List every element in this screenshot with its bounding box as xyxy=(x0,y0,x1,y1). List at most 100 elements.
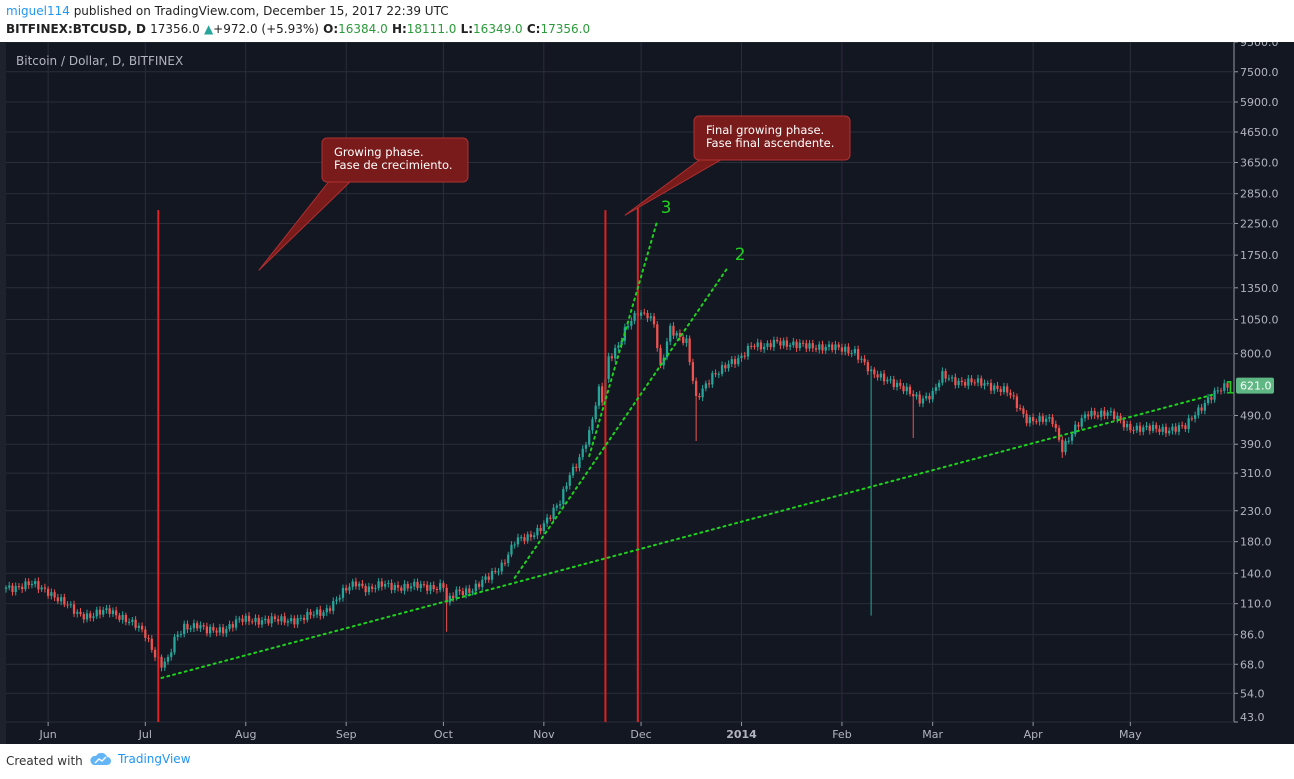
candle-body xyxy=(354,581,358,587)
candle-body xyxy=(244,615,247,622)
y-tick-label: 390.0 xyxy=(1240,438,1272,451)
candle-body xyxy=(332,600,335,611)
candle-body xyxy=(834,344,837,351)
candle-body xyxy=(853,349,857,354)
candle-body xyxy=(892,379,895,388)
candle-body xyxy=(678,333,682,338)
candle-body xyxy=(844,346,847,352)
candle-body xyxy=(691,362,695,381)
candle-body xyxy=(1090,410,1093,417)
candle-body xyxy=(1161,426,1164,432)
candle-body xyxy=(50,592,53,596)
candle-body xyxy=(672,325,675,336)
x-tick-label: Apr xyxy=(1024,728,1044,741)
candle-body xyxy=(714,373,717,375)
candle-body xyxy=(192,623,196,629)
candle-body xyxy=(850,353,853,355)
candle-body xyxy=(925,395,928,399)
trend-lines: 1 2 3 xyxy=(160,198,1236,679)
candle-body xyxy=(1135,425,1138,431)
candle-body xyxy=(1054,424,1057,429)
candle-body xyxy=(759,342,763,350)
candle-body xyxy=(665,341,669,358)
candle-body xyxy=(792,341,795,346)
candle-body xyxy=(785,340,788,347)
candle-body xyxy=(685,338,688,344)
candle-body xyxy=(513,544,516,546)
candle-body xyxy=(72,604,76,614)
candle-body xyxy=(727,363,730,369)
final-growing-phase-callout: Final growing phase.Fase final ascendent… xyxy=(624,115,851,216)
candle-body xyxy=(85,613,89,620)
candle-body xyxy=(996,385,999,389)
y-tick-label: 86.0 xyxy=(1240,629,1265,642)
candle-body xyxy=(1041,416,1044,422)
candle-body xyxy=(1048,417,1051,419)
candle-body xyxy=(374,588,377,590)
change-value: +972.0 (+5.93%) xyxy=(213,22,319,36)
candle-body xyxy=(341,587,345,598)
candle-body xyxy=(82,614,85,620)
candle-body xyxy=(516,537,520,545)
price-chart[interactable]: 1 2 3 Growing phase.Fase de crecimiento. Fi… xyxy=(0,42,1294,744)
candle-body xyxy=(814,348,818,350)
candle-body xyxy=(66,604,69,606)
candle-body xyxy=(160,656,163,668)
candle-body xyxy=(1177,425,1181,432)
candle-body xyxy=(199,625,202,629)
time-axis[interactable] xyxy=(6,722,1234,744)
candle-body xyxy=(944,371,947,379)
low-label: L: xyxy=(460,22,474,36)
candle-body xyxy=(400,587,403,591)
candle-body xyxy=(225,628,228,634)
candle-body xyxy=(270,616,273,624)
candle-body xyxy=(743,355,746,357)
candle-body xyxy=(1168,430,1171,434)
candle-body xyxy=(510,544,513,555)
candle-body xyxy=(494,570,497,572)
candle-body xyxy=(186,623,189,630)
candle-body xyxy=(338,597,341,600)
candle-body xyxy=(704,383,707,389)
candle-body xyxy=(831,344,834,351)
candle-body xyxy=(345,587,348,591)
x-tick-label: Nov xyxy=(533,728,555,741)
candle-body xyxy=(633,313,636,321)
candle-body xyxy=(643,312,646,314)
candle-body xyxy=(416,581,419,589)
candle-body xyxy=(1009,392,1012,396)
candle-body xyxy=(247,615,251,622)
candle-body xyxy=(140,625,144,630)
candle-body xyxy=(464,588,468,596)
candle-body xyxy=(1171,426,1174,431)
candle-body xyxy=(1132,430,1135,432)
candle-body xyxy=(659,348,662,366)
symbol-label: BITFINEX:BTCUSD, D xyxy=(6,22,146,36)
candle-body xyxy=(646,312,649,319)
candle-body xyxy=(805,343,808,349)
candle-body xyxy=(124,614,128,623)
candle-body xyxy=(429,585,432,591)
candle-body xyxy=(435,589,439,591)
tradingview-link[interactable]: TradingView xyxy=(88,752,191,766)
candle-body xyxy=(630,320,633,326)
candle-body xyxy=(439,583,442,590)
candle-body xyxy=(257,617,260,625)
candle-body xyxy=(215,630,218,633)
candle-body xyxy=(899,382,902,386)
candle-body xyxy=(267,618,270,624)
candle-body xyxy=(1164,426,1168,434)
candle-body xyxy=(163,661,166,668)
candle-body xyxy=(208,626,212,634)
candle-body xyxy=(1216,390,1219,392)
candle-body xyxy=(280,616,283,622)
candle-body xyxy=(1006,386,1009,393)
author-link[interactable]: miguel114 xyxy=(6,4,70,18)
callout-line1: Growing phase. xyxy=(334,145,424,159)
y-tick-label: 230.0 xyxy=(1240,505,1272,518)
chart-header: miguel114 published on TradingView.com, … xyxy=(0,0,1294,42)
candle-body xyxy=(76,611,79,614)
plot-area[interactable] xyxy=(6,42,1234,722)
candle-body xyxy=(558,504,562,506)
candle-body xyxy=(1142,427,1145,432)
